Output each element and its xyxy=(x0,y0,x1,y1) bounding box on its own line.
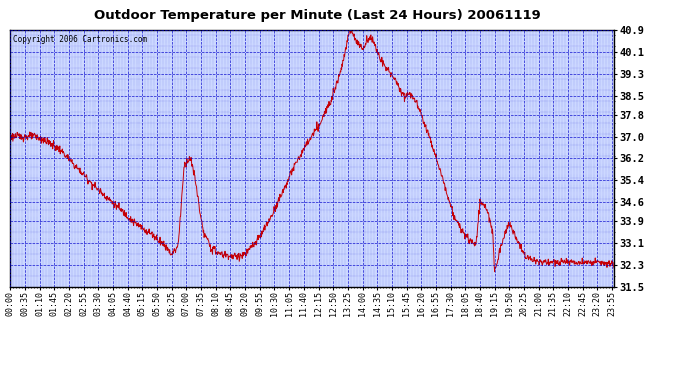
Text: Copyright 2006 Cartronics.com: Copyright 2006 Cartronics.com xyxy=(13,35,148,44)
Text: Outdoor Temperature per Minute (Last 24 Hours) 20061119: Outdoor Temperature per Minute (Last 24 … xyxy=(94,9,541,22)
